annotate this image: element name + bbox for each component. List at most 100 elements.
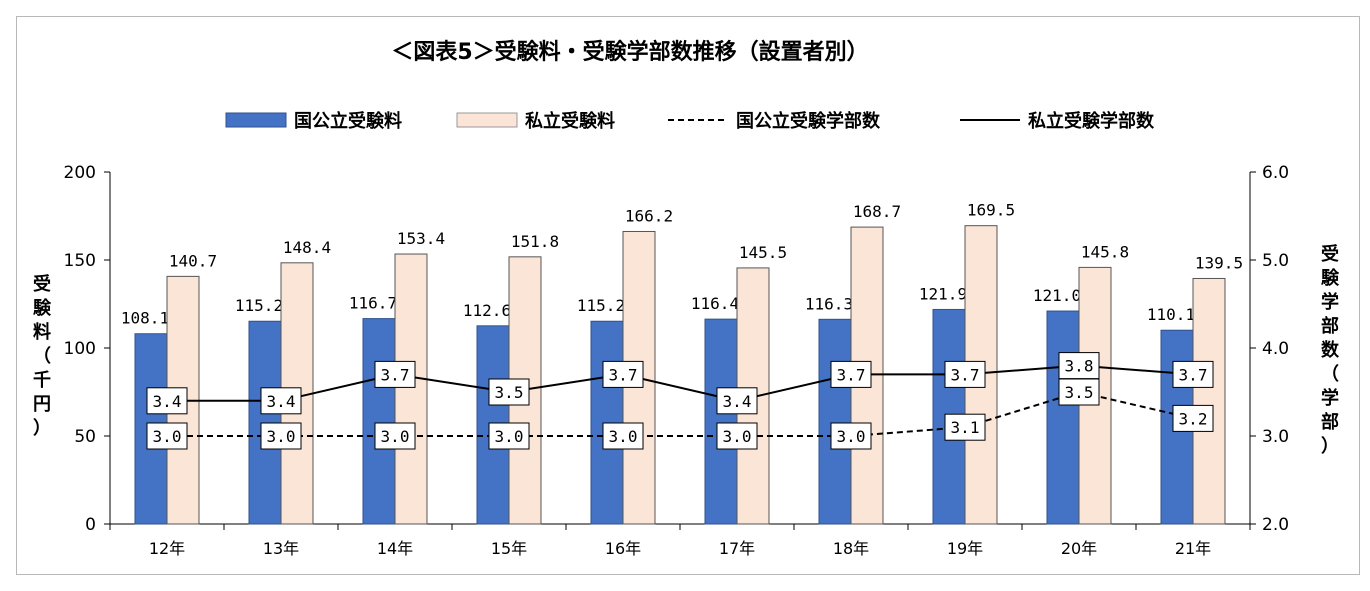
- right-tick-label: 2.0: [1262, 515, 1289, 535]
- left-tick-label: 50: [74, 427, 96, 447]
- point-label-box: [944, 360, 986, 388]
- point-label-box: [488, 378, 530, 406]
- bar-value-label: 108.1: [121, 309, 169, 328]
- bar-value-label: 110.1: [1147, 305, 1195, 324]
- x-category-label: 15年: [491, 539, 527, 558]
- bar-value-label: 116.4: [691, 294, 739, 313]
- bar-value-label: 145.8: [1081, 242, 1129, 261]
- point-label-box: [716, 387, 758, 415]
- x-category-label: 14年: [377, 539, 413, 558]
- point-value-label: 3.7: [837, 365, 866, 384]
- point-label-box: [944, 413, 986, 441]
- point-label-box: [830, 422, 872, 450]
- y2-axis-title-char: 数: [1321, 339, 1340, 361]
- y2-axis-title-char: 学: [1321, 291, 1339, 313]
- x-category-label: 13年: [263, 539, 299, 558]
- point-value-label: 3.5: [1065, 383, 1094, 402]
- point-value-label: 3.7: [1179, 365, 1208, 384]
- point-value-label: 3.7: [951, 365, 980, 384]
- bar-value-label: 166.2: [625, 206, 673, 225]
- point-label-box: [602, 422, 644, 450]
- point-label-box: [1172, 360, 1214, 388]
- bar-national: [818, 318, 852, 525]
- x-category-label: 12年: [149, 539, 185, 558]
- legend-label: 私立受験料: [525, 110, 615, 132]
- x-category-label: 20年: [1061, 539, 1097, 558]
- x-category-label: 19年: [947, 539, 983, 558]
- y-axis-title-char: ）: [33, 418, 51, 439]
- point-value-label: 3.2: [1179, 409, 1208, 428]
- bar-national: [704, 318, 738, 525]
- bar-value-label: 115.2: [235, 296, 283, 315]
- left-tick-label: 150: [64, 251, 96, 271]
- y-axis-title-char: 受: [33, 273, 51, 295]
- point-label-box: [1058, 378, 1100, 406]
- point-label-box: [260, 387, 302, 415]
- point-value-label: 3.0: [153, 427, 182, 446]
- bar-value-label: 169.5: [967, 201, 1015, 220]
- point-value-label: 3.1: [951, 418, 980, 437]
- point-value-label: 3.4: [267, 392, 296, 411]
- line-private-faculties: [167, 364, 1194, 402]
- line-national-faculties: [167, 390, 1194, 437]
- x-category-label: 17年: [719, 539, 755, 558]
- bar-national: [362, 318, 396, 525]
- y2-axis-title-char: 学: [1321, 387, 1339, 409]
- point-value-label: 3.7: [381, 365, 410, 384]
- y-axis-title-char: 験: [33, 297, 52, 319]
- legend-label: 私立受験学部数: [1028, 110, 1155, 132]
- y2-axis-title-char: 部: [1321, 411, 1339, 433]
- right-tick-label: 5.0: [1262, 251, 1289, 271]
- legend-swatch: [225, 112, 287, 128]
- right-tick-label: 3.0: [1262, 427, 1289, 447]
- point-label-box: [374, 422, 416, 450]
- y-axis-title-char: （: [33, 346, 51, 367]
- point-value-label: 3.0: [609, 427, 638, 446]
- x-category-label: 21年: [1175, 539, 1211, 558]
- point-label-box: [374, 360, 416, 388]
- y-axis-title-char: 千: [33, 370, 51, 391]
- y-axis-title-char: 円: [33, 394, 51, 415]
- chart-title: ＜図表5＞受験料・受験学部数推移（設置者別）: [391, 40, 869, 65]
- bar-value-label: 140.7: [169, 251, 217, 270]
- point-value-label: 3.0: [723, 427, 752, 446]
- bar-value-label: 116.3: [805, 294, 853, 313]
- y2-axis-title-char: 受: [1321, 243, 1339, 265]
- y-axis-title-char: 料: [33, 321, 51, 343]
- point-label-box: [830, 360, 872, 388]
- legend-swatch: [456, 112, 518, 128]
- right-tick-label: 4.0: [1262, 339, 1289, 359]
- x-category-label: 18年: [833, 539, 869, 558]
- point-value-label: 3.5: [495, 383, 524, 402]
- point-value-label: 3.8: [1065, 357, 1094, 376]
- chart-frame: [16, 16, 1360, 575]
- point-value-label: 3.0: [267, 427, 296, 446]
- right-tick-label: 6.0: [1262, 163, 1289, 183]
- legend-label: 国公立受験学部数: [736, 110, 881, 132]
- bar-value-label: 116.7: [349, 294, 397, 313]
- left-tick-label: 0: [85, 515, 96, 535]
- bar-value-label: 153.4: [397, 229, 445, 248]
- bar-value-label: 168.7: [853, 202, 901, 221]
- bar-value-label: 151.8: [511, 232, 559, 251]
- bar-value-label: 121.0: [1033, 286, 1081, 305]
- left-tick-label: 100: [64, 339, 96, 359]
- y2-axis-title-char: 部: [1321, 315, 1339, 337]
- bar-value-label: 148.4: [283, 238, 331, 257]
- bar-value-label: 112.6: [463, 301, 511, 320]
- bar-value-label: 115.2: [577, 296, 625, 315]
- point-label-box: [260, 422, 302, 450]
- bar-private: [394, 253, 428, 525]
- point-value-label: 3.0: [837, 427, 866, 446]
- x-category-label: 16年: [605, 539, 641, 558]
- point-label-box: [488, 422, 530, 450]
- point-label-box: [716, 422, 758, 450]
- point-label-box: [602, 360, 644, 388]
- legend-label: 国公立受験料: [294, 110, 402, 132]
- point-label-box: [1172, 404, 1214, 432]
- left-tick-label: 200: [64, 163, 96, 183]
- point-value-label: 3.4: [723, 392, 752, 411]
- point-value-label: 3.4: [153, 392, 182, 411]
- point-value-label: 3.0: [381, 427, 410, 446]
